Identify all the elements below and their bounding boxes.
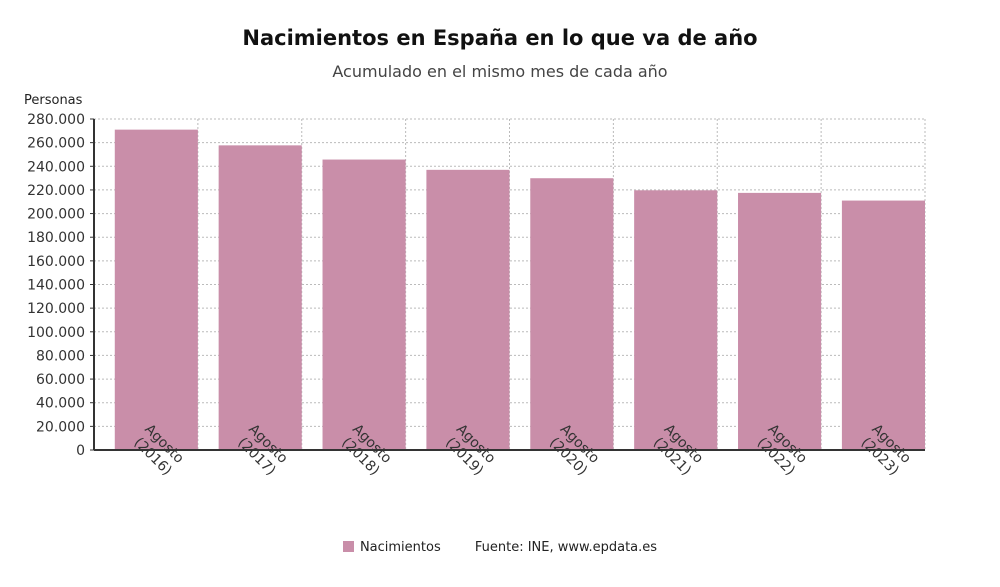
y-tick-label: 60.000 bbox=[36, 372, 85, 388]
bar-2021 bbox=[634, 190, 718, 451]
bar-2018 bbox=[322, 159, 406, 451]
bar-2016 bbox=[114, 129, 198, 450]
y-tick-label: 120.000 bbox=[27, 301, 85, 317]
y-tick-label: 240.000 bbox=[27, 159, 85, 175]
y-tick-label: 200.000 bbox=[27, 207, 85, 223]
y-tick-label: 80.000 bbox=[36, 348, 85, 364]
y-axis-label: Personas bbox=[24, 93, 83, 108]
bar-2023 bbox=[841, 200, 925, 450]
bar-2017 bbox=[218, 145, 302, 450]
y-tick-label: 100.000 bbox=[27, 325, 85, 341]
bar-2020 bbox=[530, 178, 614, 451]
source-note: Fuente: INE, www.epdata.es bbox=[474, 540, 658, 555]
legend-swatch bbox=[342, 541, 354, 552]
y-tick-label: 160.000 bbox=[27, 254, 85, 270]
legend: Nacimientos Fuente: INE, www.epdata.es bbox=[0, 540, 1000, 555]
y-tick-label: 40.000 bbox=[36, 396, 85, 412]
chart-title: Nacimientos en España en lo que va de añ… bbox=[242, 26, 758, 50]
bar-2022 bbox=[738, 192, 822, 451]
y-tick-label: 140.000 bbox=[27, 278, 85, 294]
y-tick-label: 220.000 bbox=[27, 183, 85, 199]
bar-2019 bbox=[426, 169, 510, 450]
y-tick-label: 280.000 bbox=[27, 112, 85, 128]
legend-label: Nacimientos bbox=[359, 540, 441, 555]
y-tick-label: 180.000 bbox=[27, 230, 85, 246]
y-tick-label: 260.000 bbox=[27, 136, 85, 152]
y-tick-label: 0 bbox=[76, 443, 85, 459]
chart-subtitle: Acumulado en el mismo mes de cada año bbox=[332, 62, 668, 81]
y-tick-label: 20.000 bbox=[36, 419, 85, 435]
